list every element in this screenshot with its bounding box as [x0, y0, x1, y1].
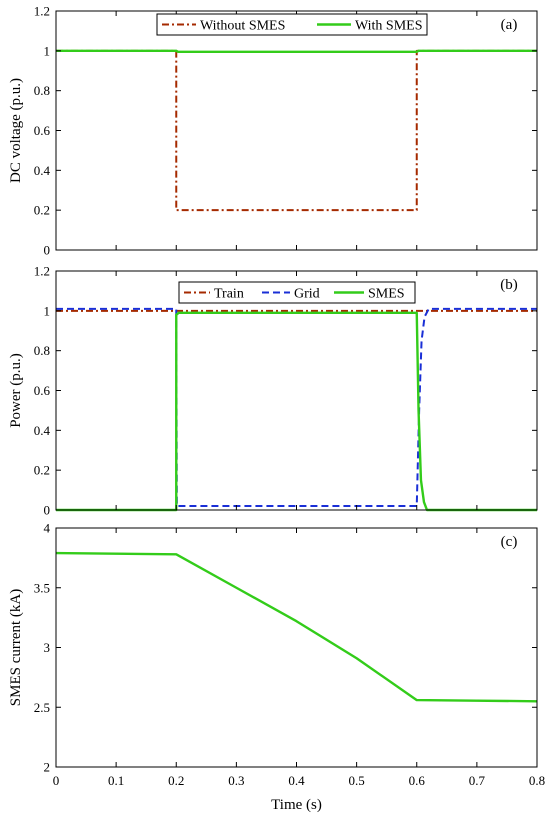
x-tick-label: 0.7 — [469, 773, 486, 788]
y-tick-label: 3 — [44, 640, 51, 655]
legend-box — [178, 281, 416, 304]
x-tick-label: 0.4 — [288, 773, 305, 788]
x-tick-label: 0.5 — [349, 773, 365, 788]
y-tick-label: 2 — [44, 760, 51, 775]
axes-frame — [55, 10, 538, 251]
x-tick-label: 0.1 — [108, 773, 124, 788]
legend-label-with-smes: With SMES — [355, 19, 423, 34]
legend: Train Grid SMES — [178, 281, 416, 304]
axes-frame — [55, 270, 538, 511]
y-tick-label: 0 — [44, 243, 51, 258]
y-tick-label: 0.6 — [34, 123, 51, 138]
y-tick-label: 1.2 — [34, 264, 50, 279]
legend-label-train: Train — [214, 287, 244, 302]
series-line-with-smes — [56, 49, 537, 54]
panel-b-power: 0 0.2 0.4 0.6 0.8 1 1.2 Power (p.u.) (b) Train Gri… — [8, 264, 538, 518]
x-axis-label: Time (s) — [271, 797, 322, 813]
y-tick-label: 3.5 — [34, 580, 50, 595]
x-tick-label: 0.8 — [529, 773, 545, 788]
panel-label: (a) — [501, 17, 518, 33]
series-line-smes-current-ka — [55, 551, 538, 703]
series-line-without-smes — [56, 49, 537, 212]
y-tick-label: 1.2 — [34, 4, 50, 19]
legend-box — [156, 13, 428, 36]
y-tick-label: 0.8 — [34, 83, 50, 98]
y-tick-label: 0.2 — [34, 463, 50, 478]
y-tick-label: 0.8 — [34, 343, 50, 358]
x-tick-label: 0.3 — [228, 773, 244, 788]
axes-frame — [55, 527, 538, 768]
y-axis-label: Power (p.u.) — [8, 353, 24, 428]
series-line-smes — [56, 311, 537, 512]
series-line-grid — [56, 307, 537, 508]
y-tick-label: 1 — [44, 43, 51, 58]
x-tick-label: 0 — [53, 773, 60, 788]
y-tick-label: 0.4 — [34, 163, 51, 178]
panel-label: (b) — [500, 277, 518, 293]
y-tick-label: 0.4 — [34, 423, 51, 438]
y-axis-label: DC voltage (p.u.) — [8, 78, 24, 183]
y-tick-label: 4 — [44, 521, 51, 536]
y-tick-label: 0 — [44, 503, 51, 518]
legend-label-without-smes: Without SMES — [200, 19, 285, 34]
y-tick-label: 2.5 — [34, 700, 50, 715]
y-tick-label: 0.6 — [34, 383, 51, 398]
y-tick-label: 0.2 — [34, 203, 50, 218]
x-tick-label: 0.2 — [168, 773, 184, 788]
x-tick-label: 0.6 — [409, 773, 426, 788]
y-tick-label: 1 — [44, 303, 51, 318]
panel-c-smes-current: 2 2.5 3 3.5 4 0 0.1 0.2 0.3 0.4 0.5 0.6 0.7 0.8 SMES c… — [8, 521, 545, 814]
legend: Without SMES With SMES — [156, 13, 428, 36]
panel-label: (c) — [501, 534, 518, 550]
panel-a-dc-voltage: 0 0.2 0.4 0.6 0.8 1 1.2 DC voltage (p.u.) (a) Wit… — [8, 4, 538, 258]
y-axis-label: SMES current (kA) — [8, 589, 24, 706]
legend-label-smes: SMES — [368, 287, 405, 302]
legend-label-grid: Grid — [294, 287, 320, 302]
